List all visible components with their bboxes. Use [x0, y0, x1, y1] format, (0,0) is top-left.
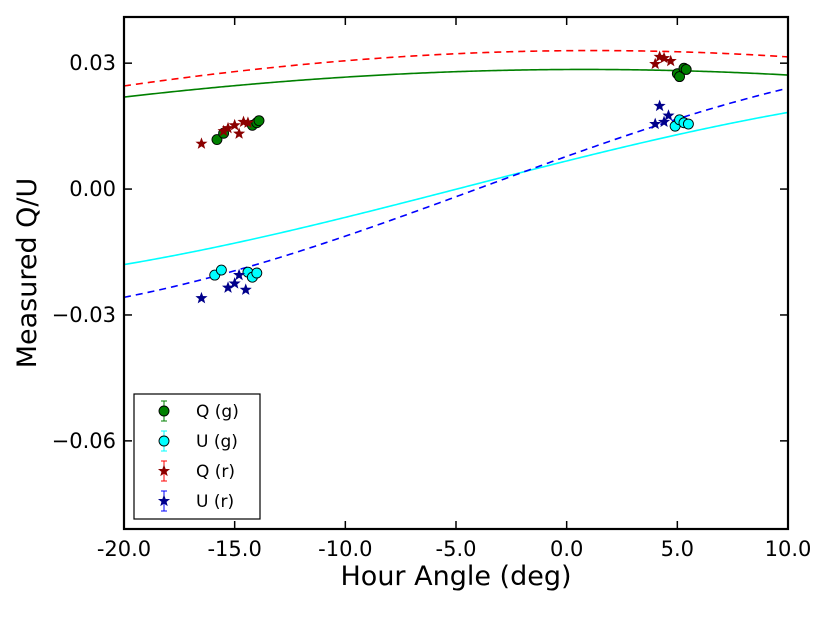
x-tick-label-6: 10.0 — [765, 537, 812, 561]
fit-curves — [124, 49, 788, 299]
axis-ticks: -20.0 -15.0 -10.0 -5.0 0.0 5.0 10.0 0.03 0.00 −0.… — [52, 17, 812, 561]
point-ug-8 — [682, 118, 694, 130]
point-ur-8 — [662, 109, 675, 121]
point-qr-7 — [649, 57, 662, 70]
point-qr-10 — [664, 54, 677, 67]
legend-label-2: Q (r) — [196, 462, 235, 482]
x-tick-label-4: 0.0 — [550, 537, 583, 561]
legend-marker-3 — [157, 494, 171, 507]
y-tick-label-3: −0.06 — [52, 429, 116, 453]
point-qg-8 — [680, 64, 692, 75]
point-qg-0 — [211, 134, 223, 145]
y-axis-label: Measured Q/U — [12, 178, 43, 369]
point-qg-6 — [674, 71, 685, 83]
x-axis-label: Hour Angle (deg) — [341, 561, 572, 592]
x-tick-label-1: -15.0 — [207, 537, 261, 561]
point-ur-2 — [228, 277, 241, 289]
legend: Q (g) U (g) Q (r) U (r) — [133, 393, 261, 520]
legend-marker-2 — [157, 464, 171, 477]
legend-label-3: U (r) — [196, 492, 234, 512]
legend-box — [133, 393, 261, 520]
point-qg-4 — [253, 115, 265, 127]
legend-marker-0 — [158, 405, 170, 417]
x-tick-label-0: -20.0 — [97, 537, 151, 561]
point-qr-0 — [195, 137, 208, 149]
data-points — [195, 50, 694, 304]
point-ur-3 — [233, 268, 246, 281]
legend-label-0: Q (g) — [196, 402, 239, 422]
fit-curve-1 — [124, 111, 788, 266]
point-ur-4 — [239, 283, 252, 295]
fit-curve-2 — [124, 49, 788, 87]
point-ur-6 — [653, 99, 666, 112]
point-ug-4 — [251, 267, 263, 279]
point-qr-2 — [221, 121, 235, 134]
point-ur-0 — [195, 291, 208, 304]
point-qr-3 — [228, 118, 241, 131]
y-tick-label-2: −0.03 — [52, 303, 116, 327]
x-tick-label-3: -5.0 — [436, 537, 477, 561]
point-qr-6 — [241, 116, 254, 128]
legend-label-1: U (g) — [196, 432, 238, 452]
point-qr-9 — [658, 51, 671, 64]
x-tick-label-2: -10.0 — [318, 537, 372, 561]
point-qr-4 — [233, 127, 246, 139]
y-tick-label-1: 0.00 — [69, 177, 116, 201]
point-ur-7 — [658, 115, 671, 128]
x-tick-label-5: 5.0 — [661, 537, 694, 561]
legend-marker-1 — [158, 435, 170, 447]
point-ur-5 — [649, 117, 662, 130]
y-tick-label-0: 0.03 — [69, 51, 116, 75]
point-ug-1 — [215, 264, 227, 276]
